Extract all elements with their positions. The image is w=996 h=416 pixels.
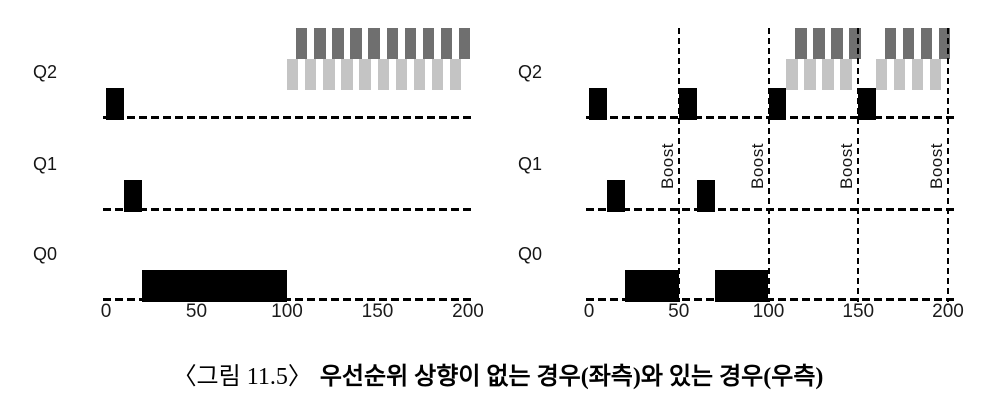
job-b-bar xyxy=(840,59,852,90)
boost-label: Boost xyxy=(747,143,767,189)
job-a-bar xyxy=(858,88,877,120)
job-c-bar xyxy=(350,28,362,59)
x-tick-label: 150 xyxy=(842,301,875,322)
job-a-bar xyxy=(696,180,715,212)
job-b-bar xyxy=(930,59,942,90)
job-b-bar xyxy=(876,59,888,90)
row-baseline xyxy=(103,298,474,301)
job-a-bar xyxy=(589,88,607,120)
row-baseline xyxy=(103,116,474,119)
x-tick-label: 200 xyxy=(932,301,964,322)
job-b-bar xyxy=(786,59,798,90)
x-tick-label: 150 xyxy=(361,301,394,322)
x-tick-label: 0 xyxy=(100,301,112,322)
job-b-bar xyxy=(287,59,299,90)
job-b-bar xyxy=(323,59,335,90)
job-b-bar xyxy=(912,59,924,90)
job-a-bar xyxy=(106,88,125,120)
queue-label-q0: Q0 xyxy=(518,244,543,264)
boost-label: Boost xyxy=(837,143,857,189)
boost-line xyxy=(677,28,680,302)
job-c-bar xyxy=(903,28,915,59)
job-a-bar xyxy=(678,88,697,120)
job-b-bar xyxy=(804,59,816,90)
queue-label-q2: Q2 xyxy=(33,62,58,82)
job-c-bar xyxy=(314,28,326,59)
job-c-bar xyxy=(440,28,453,59)
job-c-bar xyxy=(831,28,843,59)
job-c-bar xyxy=(422,28,435,59)
queue-label-q1: Q1 xyxy=(33,154,58,174)
caption-text: 우선순위 상향이 없는 경우(좌측)와 있는 경우(우측) xyxy=(319,364,824,390)
job-a-bar xyxy=(124,180,143,212)
job-c-bar xyxy=(404,28,417,59)
job-c-bar xyxy=(849,28,861,59)
job-b-bar xyxy=(377,59,389,90)
boost-line xyxy=(767,28,770,302)
job-b-bar xyxy=(431,59,444,90)
job-b-bar xyxy=(894,59,906,90)
row-baseline xyxy=(586,298,954,301)
job-c-bar xyxy=(795,28,807,59)
row-baseline xyxy=(103,208,474,211)
row-baseline xyxy=(586,208,954,211)
job-a-bar xyxy=(714,270,769,302)
job-b-bar xyxy=(341,59,353,90)
queue-label-q1: Q1 xyxy=(518,154,543,174)
x-tick-label: 100 xyxy=(752,301,785,322)
caption-number: 〈그림 11.5〉 xyxy=(172,364,312,390)
figure-caption: 〈그림 11.5〉 우선순위 상향이 없는 경우(좌측)와 있는 경우(우측) xyxy=(0,360,996,394)
x-tick-label: 200 xyxy=(452,301,484,322)
boost-line xyxy=(857,28,860,302)
job-c-bar xyxy=(885,28,897,59)
job-b-bar xyxy=(359,59,371,90)
job-a-bar xyxy=(768,88,787,120)
job-b-bar xyxy=(413,59,426,90)
job-c-bar xyxy=(458,28,471,59)
x-tick-label: 100 xyxy=(271,301,303,322)
job-b-bar xyxy=(449,59,462,90)
job-a-bar xyxy=(142,270,287,302)
job-b-bar xyxy=(395,59,407,90)
x-tick-label: 50 xyxy=(668,301,690,322)
job-c-bar xyxy=(813,28,825,59)
boost-line xyxy=(947,28,949,302)
job-b-bar xyxy=(305,59,317,90)
job-c-bar xyxy=(939,28,951,59)
job-b-bar xyxy=(822,59,834,90)
boost-label: Boost xyxy=(927,143,946,189)
job-c-bar xyxy=(368,28,380,59)
x-tick-label: 50 xyxy=(185,301,208,322)
job-a-bar xyxy=(606,180,625,212)
job-c-bar xyxy=(386,28,398,59)
queue-label-q0: Q0 xyxy=(33,244,58,264)
job-c-bar xyxy=(332,28,344,59)
timing-diagrams: Q2 Q1 Q0 0 50 100 150 200 Q2 Q1 Q0 Boost Boost Boost B… xyxy=(33,28,964,322)
job-a-bar xyxy=(624,270,679,302)
x-tick-label: 0 xyxy=(583,301,595,322)
job-c-bar xyxy=(921,28,933,59)
boost-label: Boost xyxy=(657,143,677,189)
queue-label-q2: Q2 xyxy=(518,62,543,82)
job-c-bar xyxy=(296,28,308,59)
